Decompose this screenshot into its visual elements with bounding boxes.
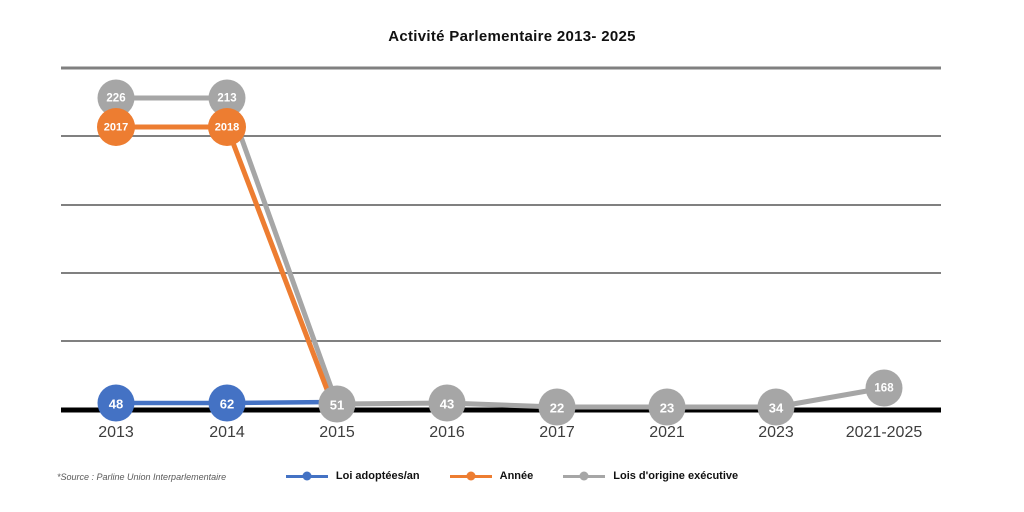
data-point-label: 2017 xyxy=(104,122,128,134)
x-axis-label: 2013 xyxy=(98,424,134,441)
data-point-marker-lois-d-origine-ex-cutive xyxy=(428,384,466,422)
legend-dot-icon xyxy=(579,471,589,481)
chart-legend: Loi adoptées/an Année Lois d'origine exécu… xyxy=(0,470,1024,482)
data-point-label: 51 xyxy=(330,397,344,412)
chart-title: Activité Parlementaire 2013- 2025 xyxy=(388,28,636,45)
legend-line-marker-loi-adopt-es-an xyxy=(285,471,328,481)
legend-label: Année xyxy=(499,470,534,482)
data-point-marker-lois-d-origine-ex-cutive xyxy=(208,79,246,117)
source-note: *Source : Parline Union Interparlementai… xyxy=(57,472,227,482)
x-axis-label: 2021-2025 xyxy=(846,424,923,441)
data-point-marker-lois-d-origine-ex-cutive xyxy=(865,369,903,407)
x-axis-label: 2015 xyxy=(319,424,355,441)
legend-item-lois-d-origine-ex-cutive: Lois d'origine exécutive xyxy=(563,470,738,482)
legend-dot-icon xyxy=(302,471,312,481)
data-point-marker-lois-d-origine-ex-cutive xyxy=(318,385,356,423)
data-point-marker-ann-e xyxy=(208,108,246,146)
data-point-marker-lois-d-origine-ex-cutive xyxy=(757,388,795,426)
legend-label: Lois d'origine exécutive xyxy=(613,470,739,482)
legend-item-ann-e: Année xyxy=(449,470,534,482)
data-point-label: 34 xyxy=(769,400,784,415)
legend-line-marker-ann-e xyxy=(449,471,492,481)
x-axis-label: 2023 xyxy=(758,424,794,441)
legend-dot-icon xyxy=(466,471,476,481)
data-point-marker-ann-e xyxy=(97,108,135,146)
x-axis-label: 2021 xyxy=(649,424,685,441)
data-point-label: 48 xyxy=(109,396,123,411)
data-point-marker-lois-d-origine-ex-cutive xyxy=(648,388,686,426)
data-point-label: 43 xyxy=(440,396,454,411)
legend-label: Loi adoptées/an xyxy=(335,470,420,482)
data-point-label: 22 xyxy=(550,400,564,415)
x-axis-label: 2014 xyxy=(209,424,245,441)
data-point-label: 213 xyxy=(217,93,236,105)
legend-item-loi-adopt-es-an: Loi adoptées/an xyxy=(285,470,420,482)
x-axis-label: 2016 xyxy=(429,424,465,441)
series-line-ann-e xyxy=(113,124,334,403)
data-point-marker-loi-adopt-es-an xyxy=(97,384,135,422)
data-point-marker-loi-adopt-es-an xyxy=(208,384,246,422)
data-point-marker-lois-d-origine-ex-cutive xyxy=(97,79,135,117)
data-point-label: 168 xyxy=(874,383,894,395)
legend-line-marker-lois-d-origine-ex-cutive xyxy=(563,471,606,481)
data-point-label: 226 xyxy=(106,93,125,105)
data-point-label: 23 xyxy=(660,400,674,415)
x-axis-label: 2017 xyxy=(539,424,575,441)
data-point-marker-lois-d-origine-ex-cutive xyxy=(538,388,576,426)
data-point-label: 2018 xyxy=(215,122,239,134)
data-point-label: 62 xyxy=(220,396,234,411)
